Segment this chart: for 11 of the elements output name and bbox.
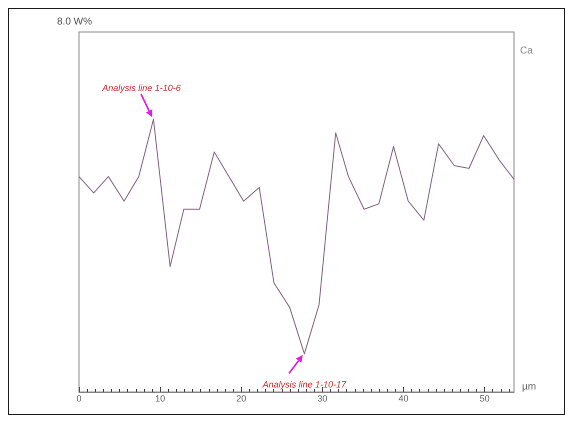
text: 8.0 W% (57, 16, 92, 28)
annotation: Analysis line 1-10-6 (101, 82, 181, 93)
x-tick-label: 0 (76, 394, 82, 404)
annotation: Analysis line 1-10-17 (262, 379, 348, 390)
x-tick-label: 50 (480, 394, 490, 404)
x-tick-label: 30 (317, 394, 328, 404)
x-tick-label: 40 (398, 394, 409, 404)
x-tick-label: 20 (236, 394, 246, 404)
x-axis-title: µm (522, 382, 536, 392)
text: Ca (520, 46, 534, 56)
x-tick-label: 10 (155, 394, 166, 404)
